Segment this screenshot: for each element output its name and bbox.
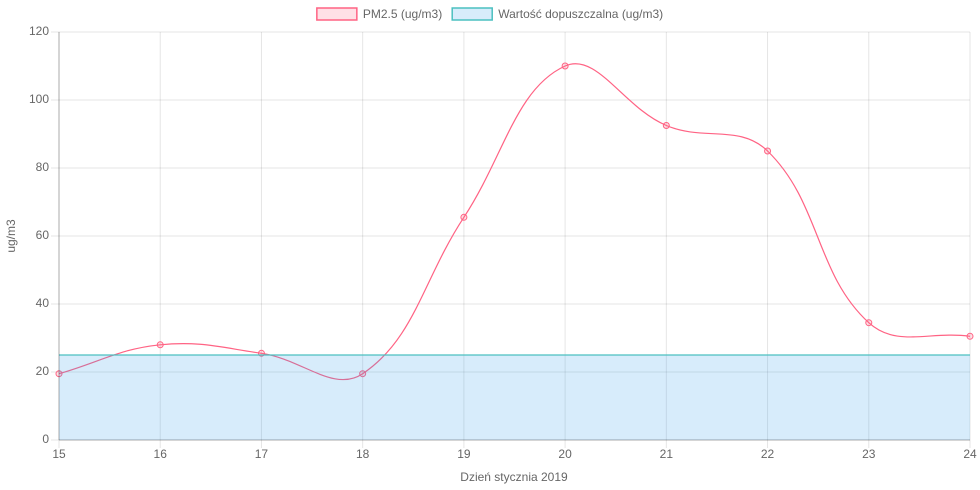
x-tick-label: 15 bbox=[52, 447, 66, 461]
point bbox=[460, 213, 468, 221]
legend-swatch bbox=[316, 7, 358, 21]
x-tick-label: 18 bbox=[356, 447, 370, 461]
legend-label: Wartość dopuszczalna (ug/m3) bbox=[498, 7, 663, 21]
x-tick-label: 23 bbox=[862, 447, 876, 461]
x-tick-label: 20 bbox=[558, 447, 572, 461]
y-axis-title: ug/m3 bbox=[4, 219, 18, 253]
y-tick-label: 120 bbox=[29, 24, 49, 38]
point bbox=[865, 319, 873, 327]
point bbox=[55, 370, 63, 378]
x-axis-title: Dzień stycznia 2019 bbox=[460, 470, 568, 484]
x-tick-label: 16 bbox=[154, 447, 168, 461]
x-tick-label: 24 bbox=[963, 447, 977, 461]
legend-swatch bbox=[451, 7, 493, 21]
point bbox=[561, 62, 569, 70]
legend-item: Wartość dopuszczalna (ug/m3) bbox=[451, 7, 663, 21]
y-tick-label: 80 bbox=[36, 160, 50, 174]
point bbox=[156, 341, 164, 349]
point bbox=[662, 122, 670, 129]
y-tick-label: 60 bbox=[36, 228, 50, 242]
y-tick-label: 20 bbox=[36, 364, 50, 378]
point bbox=[359, 370, 367, 378]
x-tick-label: 17 bbox=[255, 447, 269, 461]
point bbox=[764, 147, 772, 155]
area bbox=[59, 355, 970, 440]
legend-item: PM2.5 (ug/m3) bbox=[316, 7, 442, 21]
point bbox=[966, 332, 974, 340]
x-tick-label: 22 bbox=[761, 447, 775, 461]
y-tick-label: 40 bbox=[36, 296, 50, 310]
line bbox=[58, 63, 971, 381]
x-tick-label: 21 bbox=[660, 447, 674, 461]
y-tick-label: 0 bbox=[42, 432, 49, 446]
y-tick-label: 100 bbox=[29, 92, 49, 106]
x-tick-label: 19 bbox=[457, 447, 471, 461]
legend-label: PM2.5 (ug/m3) bbox=[363, 7, 442, 21]
legend: PM2.5 (ug/m3) Wartość dopuszczalna (ug/m3… bbox=[316, 7, 663, 21]
